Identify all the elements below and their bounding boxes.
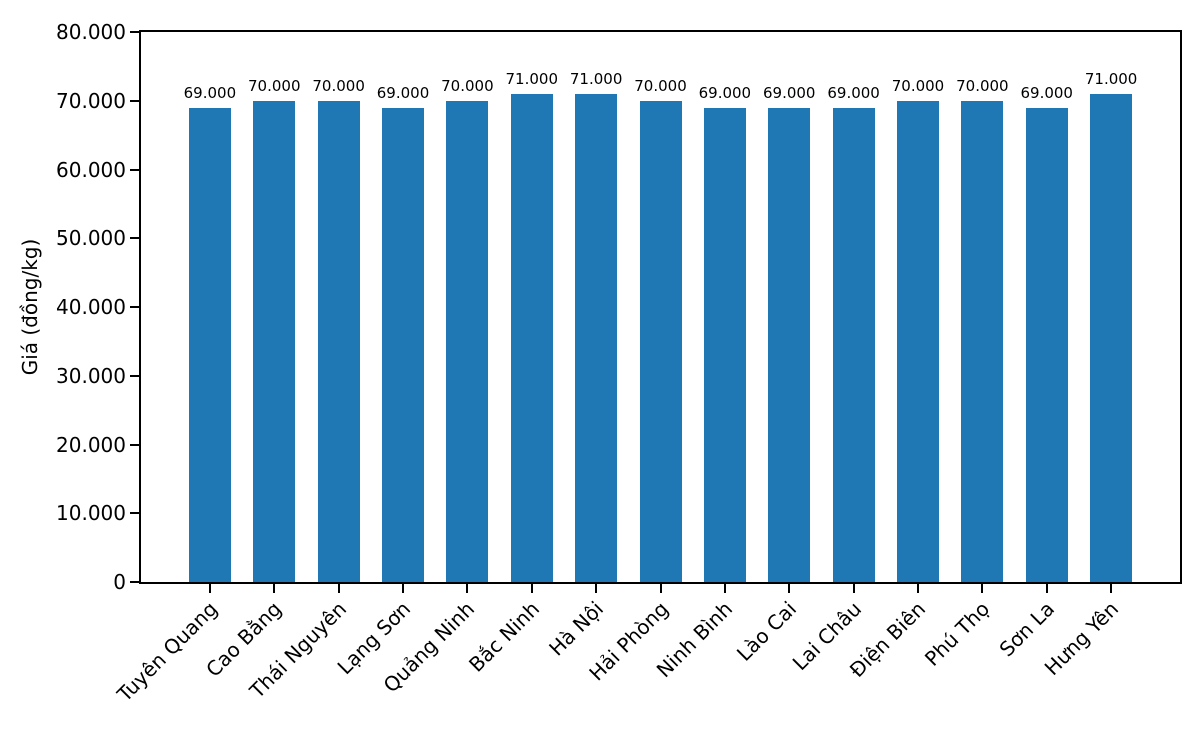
y-tick-mark — [130, 168, 139, 171]
y-tick-label: 80.000 — [56, 20, 126, 44]
bar — [1025, 107, 1068, 582]
bar-value-label: 70.000 — [891, 76, 945, 95]
y-tick-mark — [130, 99, 139, 102]
x-tick-mark — [1045, 584, 1048, 593]
x-tick-mark — [981, 584, 984, 593]
y-tick-mark — [130, 306, 139, 308]
bar-value-label: 70.000 — [248, 76, 301, 95]
bar — [253, 100, 296, 582]
y-tick-mark — [130, 581, 139, 583]
y-tick-label: 40.000 — [56, 295, 126, 319]
x-tick-mark — [273, 584, 276, 593]
y-tick-label: 60.000 — [56, 157, 126, 182]
plot-area — [139, 30, 1182, 584]
bar — [768, 107, 811, 582]
bar — [575, 93, 618, 582]
y-tick-mark — [130, 237, 139, 240]
bar-value-label: 70.000 — [312, 76, 365, 95]
bar-value-label: 70.000 — [634, 76, 687, 95]
bar — [510, 93, 553, 582]
bar — [382, 107, 424, 582]
x-tick-mark — [530, 584, 533, 593]
bar-value-label: 70.000 — [956, 76, 1009, 95]
bar-value-label: 69.000 — [762, 83, 816, 102]
x-tick-mark — [788, 584, 791, 593]
bar — [832, 107, 875, 582]
x-tick-mark — [1110, 584, 1113, 593]
bar-value-label: 69.000 — [1020, 83, 1073, 102]
bar — [703, 107, 746, 582]
bar — [188, 107, 231, 582]
bar — [961, 100, 1004, 582]
y-tick-mark — [130, 31, 139, 33]
bar — [896, 100, 939, 582]
bar — [639, 100, 682, 582]
y-tick-mark — [130, 443, 139, 446]
x-tick-mark — [852, 584, 855, 593]
bar-value-label: 69.000 — [698, 83, 752, 102]
bar-value-label: 71.000 — [505, 69, 559, 88]
y-tick-label: 0 — [113, 570, 126, 594]
y-tick-label: 10.000 — [56, 501, 126, 526]
bar-value-label: 69.000 — [183, 83, 237, 102]
x-tick-mark — [337, 584, 340, 593]
bar — [1090, 93, 1133, 582]
y-tick-label: 70.000 — [56, 88, 126, 113]
x-tick-mark — [466, 584, 469, 593]
x-tick-mark — [723, 584, 726, 593]
y-tick-label: 30.000 — [56, 363, 126, 388]
bar-value-label: 69.000 — [376, 83, 430, 102]
x-tick-mark — [595, 584, 598, 593]
bar-value-label: 70.000 — [441, 76, 494, 95]
y-tick-label: 50.000 — [56, 226, 126, 251]
bar-value-label: 71.000 — [1084, 69, 1138, 88]
bar-value-label: 71.000 — [569, 69, 623, 88]
bar — [446, 100, 489, 582]
x-tick-mark — [208, 584, 211, 593]
y-tick-mark — [130, 374, 139, 377]
x-tick-mark — [659, 584, 662, 593]
bar — [317, 100, 360, 582]
y-tick-mark — [130, 512, 139, 515]
bar-value-label: 69.000 — [827, 83, 880, 102]
x-tick-mark — [916, 584, 919, 593]
x-tick-mark — [402, 584, 404, 593]
y-tick-label: 20.000 — [56, 432, 126, 457]
